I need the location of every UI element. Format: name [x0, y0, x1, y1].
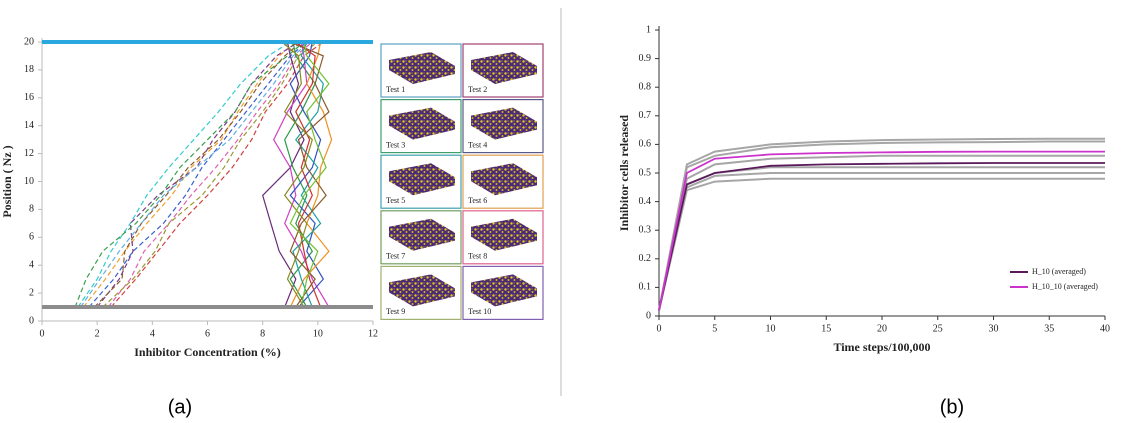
y-tick-label: 20 — [24, 36, 34, 47]
thumbnail-image — [389, 163, 455, 196]
x-tick-label: 30 — [989, 323, 999, 334]
x-axis-label: Inhibitor Concentration (%) — [134, 345, 280, 359]
y-tick-label: 16 — [24, 92, 34, 103]
thumbnail-label: Test 9 — [386, 307, 405, 316]
series-line — [107, 41, 313, 308]
y-tick-label: 14 — [24, 120, 34, 131]
thumbnail-label: Test 1 — [386, 85, 405, 94]
series-line — [273, 41, 330, 308]
thumbnail-label: Test 6 — [468, 196, 487, 205]
x-tick-label: 12 — [368, 328, 378, 339]
x-tick-label: 15 — [821, 323, 831, 334]
series-line — [96, 41, 299, 308]
series-line — [289, 41, 330, 308]
y-tick-label: 18 — [24, 64, 34, 75]
series-line — [93, 41, 302, 308]
thumbnail-label: Test 8 — [468, 252, 487, 261]
legend-label: H_10_10 (averaged) — [1032, 282, 1098, 291]
y-tick-label: 0 — [646, 310, 651, 321]
thumbnail-label: Test 3 — [386, 140, 405, 149]
thumbnail-image — [389, 52, 455, 84]
series-line — [658, 177, 1105, 311]
y-tick-label: 0.8 — [639, 81, 652, 92]
caption: (a) — [168, 396, 192, 418]
thumbnail-label: Test 4 — [468, 140, 487, 149]
x-tick-label: 20 — [877, 323, 887, 334]
y-tick-label: 4 — [29, 259, 34, 270]
series-line — [102, 41, 319, 308]
x-tick-label: 10 — [313, 328, 323, 339]
x-tick-label: 35 — [1044, 323, 1054, 334]
x-axis-label: Time steps/100,000 — [833, 340, 930, 354]
series-line — [658, 154, 1105, 311]
y-tick-label: 0.5 — [639, 167, 652, 178]
x-tick-label: 0 — [657, 323, 662, 334]
series-line — [281, 41, 313, 308]
y-tick-label: 0.1 — [639, 282, 652, 293]
series-line — [658, 140, 1105, 311]
thumbnail-label: Test 7 — [386, 252, 405, 261]
x-tick-label: 6 — [205, 328, 210, 339]
series-line — [658, 162, 1105, 311]
thumbnail-image — [389, 274, 455, 307]
thumbnail-image — [471, 107, 537, 140]
y-tick-label: 0.2 — [639, 253, 652, 264]
thumbnail-image — [471, 274, 537, 307]
x-tick-label: 40 — [1100, 323, 1110, 334]
thumbnail-image — [389, 218, 455, 251]
series-line — [110, 41, 324, 308]
thumbnail-image — [471, 163, 537, 196]
thumbnail-image — [389, 107, 455, 140]
series-line — [658, 172, 1105, 311]
series-line — [289, 41, 330, 308]
series-line — [658, 137, 1105, 311]
thumbnail-image — [471, 52, 537, 84]
y-axis-label: Inhibitor cells released — [617, 115, 631, 232]
series-line — [77, 41, 291, 308]
series-line — [74, 41, 305, 308]
y-tick-label: 0 — [29, 315, 34, 326]
series-line — [295, 41, 322, 308]
x-tick-label: 25 — [933, 323, 943, 334]
thumbnail-label: Test 10 — [468, 307, 491, 316]
y-tick-label: 0.4 — [639, 196, 652, 207]
y-tick-label: 0.7 — [639, 110, 652, 121]
x-tick-label: 2 — [95, 328, 100, 339]
series-line — [658, 150, 1105, 311]
x-tick-label: 8 — [260, 328, 265, 339]
series-line — [289, 41, 333, 308]
series-line — [289, 41, 325, 308]
caption: (b) — [940, 396, 964, 418]
thumbnail-label: Test 5 — [386, 196, 405, 205]
series-line — [80, 41, 310, 308]
x-tick-label: 10 — [766, 323, 776, 334]
y-axis-label: Position ( Nz ) — [0, 145, 14, 217]
y-tick-label: 0.9 — [639, 53, 652, 64]
series-line — [88, 41, 308, 308]
thumbnail-label: Test 2 — [468, 85, 487, 94]
y-tick-label: 6 — [29, 232, 34, 243]
y-tick-label: 0.3 — [639, 224, 652, 235]
thumbnail-image — [471, 218, 537, 251]
y-tick-label: 10 — [24, 176, 34, 187]
x-tick-label: 0 — [40, 328, 45, 339]
y-tick-label: 12 — [24, 148, 34, 159]
x-tick-label: 4 — [150, 328, 155, 339]
y-tick-label: 8 — [29, 204, 34, 215]
series-line — [292, 41, 324, 308]
legend-label: H_10 (averaged) — [1032, 267, 1086, 276]
y-tick-label: 2 — [29, 287, 34, 298]
series-line — [82, 41, 297, 308]
x-tick-label: 5 — [712, 323, 717, 334]
y-tick-label: 1 — [646, 24, 651, 35]
y-tick-label: 0.6 — [639, 139, 652, 150]
